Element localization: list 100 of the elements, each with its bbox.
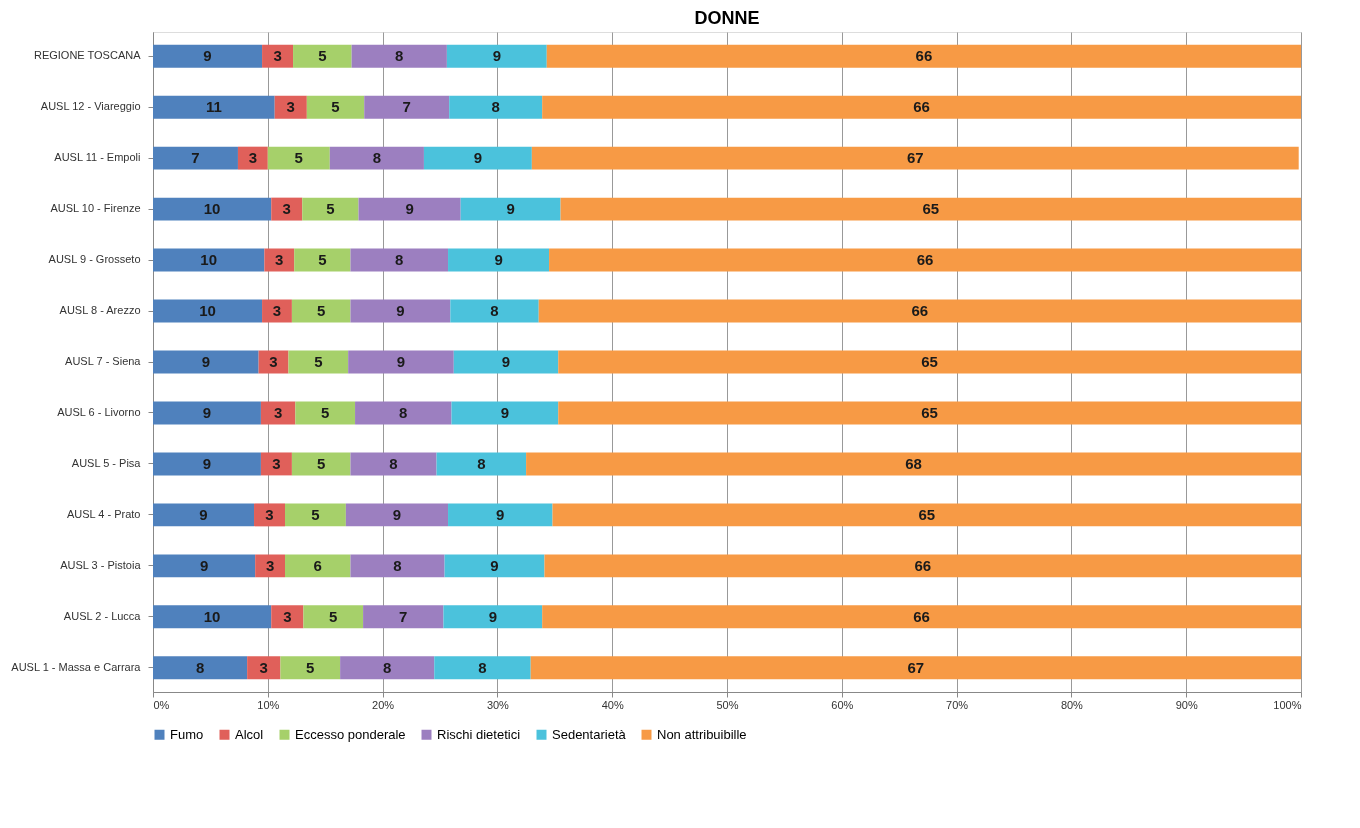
data-label: 9 [506,200,515,218]
data-label: 5 [317,302,326,320]
bar [153,197,272,221]
data-label: 5 [321,403,330,421]
y-tick-label: AUSL 11 - Empoli [54,151,141,164]
data-label: 7 [191,149,200,167]
bar [153,350,259,374]
data-label: 8 [389,454,398,472]
data-label: 65 [921,403,938,421]
data-label: 9 [392,505,402,523]
y-tick-label: AUSL 10 - Firenze [50,202,141,215]
data-label: 9 [501,353,511,370]
bar [288,350,349,374]
x-tick-label: 10% [257,698,280,711]
bar [274,95,307,119]
bar [306,95,365,119]
data-label: 3 [269,353,278,370]
bar [538,299,1301,323]
bar [530,656,1301,680]
bar [434,656,531,680]
data-label: 5 [329,607,338,625]
x-tick-label: 100% [1273,698,1302,711]
data-label: 6 [313,556,322,574]
bar [350,299,451,323]
bar [260,401,296,425]
bar [260,452,292,476]
bar [546,44,1301,68]
data-label: 8 [490,302,499,320]
bar [552,503,1301,527]
data-label: 10 [203,607,221,625]
bar [153,656,248,680]
bar [153,299,263,323]
y-tick-label: AUSL 2 - Lucca [63,609,142,622]
data-label: 9 [199,505,208,523]
bar [526,452,1301,476]
bar [364,95,450,119]
data-label: 65 [922,200,940,218]
data-label: 67 [906,149,924,167]
data-label: 5 [331,98,340,116]
legend-label: Eccesso ponderale [295,726,406,742]
x-tick-label: 80% [1060,698,1084,711]
bar [560,197,1301,221]
data-label: 66 [913,98,930,116]
data-label: 66 [913,607,930,625]
data-label: 10 [199,302,216,320]
bar [285,554,351,578]
bar [294,248,351,272]
data-label: 3 [265,556,275,574]
bar [350,554,445,578]
bar [153,248,265,272]
x-tick-label: 50% [716,698,739,711]
data-label: 66 [916,251,934,269]
data-label: 3 [265,505,274,523]
bar [444,554,545,578]
bar [351,44,447,68]
data-label: 5 [306,658,315,676]
data-label: 8 [491,98,500,116]
data-label: 66 [914,556,932,574]
data-label: 5 [311,505,320,523]
bar [280,656,341,680]
data-label: 8 [399,403,408,421]
bar [262,44,294,68]
bar [285,503,346,527]
legend-label: Rischi dietetici [437,726,521,742]
data-label: 8 [478,658,487,676]
x-tick-label: 90% [1175,698,1198,711]
bar [153,452,261,476]
legend-label: Non attribuibille [657,726,747,742]
bar [271,197,303,221]
data-label: 9 [488,607,497,625]
data-label: 9 [500,403,510,421]
data-label: 9 [203,47,212,65]
bar [262,299,292,323]
data-label: 11 [205,98,222,116]
y-tick-label: AUSL 3 - Pistoia [60,558,142,571]
x-tick-label: 20% [372,698,395,711]
bar [448,248,550,272]
bar [451,401,559,425]
data-label: 67 [907,658,925,676]
data-label: 66 [915,47,933,65]
bar [302,197,359,221]
bar [558,350,1301,374]
data-label: 9 [473,149,483,167]
x-tick-label: 70% [946,698,969,711]
bar [291,452,351,476]
y-tick-label: AUSL 12 - Viareggio [40,100,141,113]
y-tick-label: AUSL 7 - Siena [65,355,142,367]
bar [303,605,364,629]
data-label: 9 [496,505,505,523]
bar [350,248,449,272]
bar [247,656,281,680]
legend-label: Sedentarietà [552,726,627,742]
bar [271,605,304,629]
bar [153,401,261,425]
data-label: 5 [318,251,327,269]
bar [544,554,1301,578]
data-label: 8 [383,658,392,676]
data-label: 8 [477,454,486,472]
bar [291,299,351,323]
data-label: 9 [396,353,406,370]
